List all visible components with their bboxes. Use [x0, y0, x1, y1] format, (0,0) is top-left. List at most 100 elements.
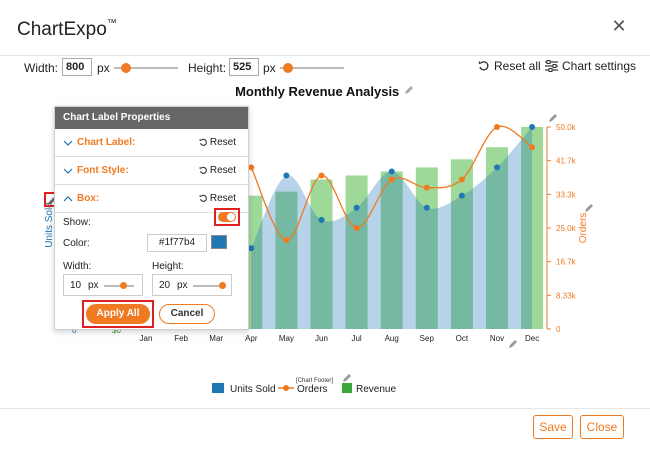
reset-icon — [478, 61, 489, 71]
box-width-label: Width: — [63, 261, 92, 272]
chart-footer-tag[interactable]: [Chart Footer] — [296, 378, 333, 384]
right-tick-label: 41.7k — [556, 157, 577, 166]
right-tick-label: 25.0k — [556, 224, 577, 233]
width-input[interactable]: 800 — [62, 58, 92, 76]
height-label: Height: — [188, 61, 227, 75]
revenue-bar[interactable] — [415, 167, 438, 329]
show-label: Show: — [63, 217, 91, 228]
dialog-header: ChartExpo™ ✕ — [0, 0, 650, 56]
save-button[interactable]: Save — [533, 415, 573, 439]
box-width-slider-thumb[interactable] — [120, 282, 127, 289]
revenue-bar[interactable] — [310, 179, 333, 329]
right-tick-label: 50.0k — [556, 123, 577, 132]
section-font-style-title: Font Style: — [77, 165, 129, 176]
combo-chart: 0 8.33k 16.7k 25.0k 33.3k 41.7k 50.0k Jan Feb Ma… — [44, 114, 593, 395]
revenue-bar[interactable] — [380, 171, 403, 329]
units-sold-point[interactable] — [529, 124, 536, 130]
section-box[interactable]: Box: Reset — [55, 185, 248, 213]
right-tick-label: 33.3k — [556, 190, 577, 199]
revenue-bar[interactable] — [275, 191, 298, 329]
units-sold-point[interactable] — [283, 172, 290, 179]
legend-swatch-units-sold — [212, 383, 224, 393]
pencil-icon[interactable] — [509, 340, 517, 348]
section-box-title: Box: — [77, 193, 100, 204]
reset-chart-label-button[interactable]: Reset — [199, 137, 236, 148]
height-input[interactable]: 525 — [229, 58, 259, 76]
width-slider[interactable] — [114, 61, 178, 75]
cancel-button[interactable]: Cancel — [159, 304, 215, 324]
box-width-slider-track — [104, 285, 134, 287]
close-icon[interactable]: ✕ — [611, 16, 627, 36]
units-sold-point[interactable] — [353, 204, 360, 211]
chart-settings-label: Chart settings — [562, 59, 637, 73]
apply-all-highlight — [82, 300, 154, 328]
box-height-unit: px — [177, 280, 188, 291]
orders-point[interactable] — [458, 176, 465, 183]
x-tick-label: Sep — [420, 334, 435, 343]
box-width-control[interactable]: 10 px — [63, 274, 143, 296]
units-sold-point[interactable] — [248, 245, 255, 252]
chevron-down-icon — [63, 140, 73, 146]
units-sold-point[interactable] — [458, 192, 465, 199]
pencil-icon[interactable] — [585, 204, 593, 212]
x-tick-label: Jun — [315, 334, 328, 343]
orders-point[interactable] — [353, 225, 360, 231]
revenue-tick-0: $0 — [112, 326, 121, 335]
legend-label-units-sold: Units Sold — [230, 384, 276, 395]
chart-settings-button[interactable]: Chart settings — [545, 59, 636, 73]
x-tick-label: Aug — [385, 334, 399, 343]
units-sold-point[interactable] — [318, 216, 325, 223]
reset-box-button[interactable]: Reset — [199, 193, 236, 204]
show-toggle[interactable] — [218, 212, 236, 222]
x-tick-label: Jan — [140, 334, 153, 343]
legend-label-revenue: Revenue — [356, 384, 396, 395]
pencil-icon[interactable] — [403, 84, 415, 99]
apply-all-button[interactable]: Apply All — [86, 304, 150, 324]
height-slider[interactable] — [280, 61, 344, 75]
box-height-value: 20 — [159, 280, 171, 291]
reset-font-style-button[interactable]: Reset — [199, 165, 236, 176]
revenue-bar[interactable] — [345, 175, 368, 329]
legend-marker-orders — [283, 385, 289, 391]
orders-point[interactable] — [283, 237, 290, 244]
pencil-icon[interactable] — [343, 374, 351, 382]
width-slider-thumb[interactable] — [121, 63, 131, 73]
x-tick-label: Nov — [490, 334, 504, 343]
orders-point[interactable] — [423, 184, 430, 191]
color-swatch[interactable] — [211, 235, 227, 249]
units-sold-point[interactable] — [423, 204, 430, 211]
height-slider-track — [280, 67, 344, 69]
chart-title[interactable]: Monthly Revenue Analysis — [0, 84, 650, 99]
revenue-bar[interactable] — [521, 127, 544, 329]
reset-all-button[interactable]: Reset all — [478, 59, 541, 73]
orders-point[interactable] — [318, 172, 325, 179]
app-title: ChartExpo™ — [17, 17, 117, 40]
section-font-style[interactable]: Font Style: Reset — [55, 157, 248, 185]
revenue-bar[interactable] — [450, 159, 473, 329]
orders-point[interactable] — [529, 144, 536, 151]
units-sold-point[interactable] — [494, 164, 500, 171]
units-sold-point[interactable] — [388, 168, 395, 175]
legend-swatch-revenue — [342, 383, 352, 393]
orders-point[interactable] — [388, 176, 395, 183]
revenue-bar[interactable] — [486, 147, 508, 329]
box-height-control[interactable]: 20 px — [152, 274, 232, 296]
x-tick-label: May — [279, 334, 294, 343]
right-tick-label: 16.7k — [556, 258, 577, 267]
section-chart-label[interactable]: Chart Label: Reset — [55, 129, 248, 157]
color-input[interactable]: #1f77b4 — [147, 234, 207, 252]
chart-title-text: Monthly Revenue Analysis — [235, 84, 400, 99]
orders-point[interactable] — [248, 164, 255, 171]
reset-font-style-text: Reset — [209, 165, 236, 176]
legend-label-orders: Orders — [297, 384, 328, 395]
orders-point[interactable] — [494, 124, 500, 130]
pencil-icon[interactable] — [549, 114, 557, 122]
height-slider-thumb[interactable] — [283, 63, 293, 73]
height-unit: px — [263, 61, 276, 75]
close-button[interactable]: Close — [580, 415, 624, 439]
chevron-up-icon — [63, 196, 73, 202]
box-width-unit: px — [88, 280, 99, 291]
box-height-slider-thumb[interactable] — [219, 282, 226, 289]
show-toggle-highlight — [214, 208, 240, 226]
sliders-icon — [545, 60, 558, 72]
